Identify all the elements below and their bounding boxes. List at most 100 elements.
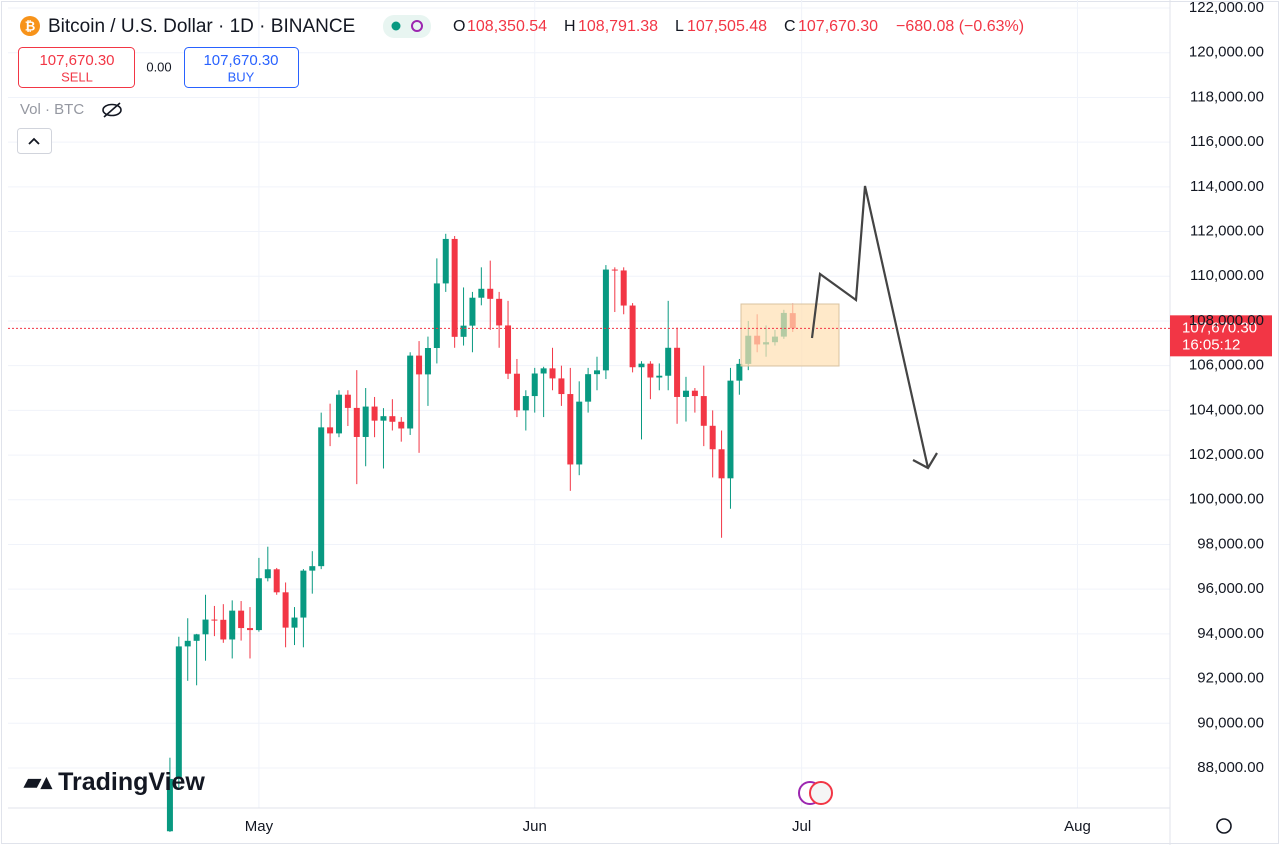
candle-body xyxy=(416,355,423,375)
candle-body xyxy=(389,416,396,422)
ohlc-key: H xyxy=(564,18,576,35)
change: −680.08 (−0.63%) xyxy=(896,18,1024,35)
candle-body xyxy=(718,449,725,479)
settings-icon[interactable] xyxy=(1216,818,1232,834)
candle-body xyxy=(513,373,520,411)
y-tick-label: 116,000.00 xyxy=(1190,133,1264,150)
candle-body xyxy=(682,390,689,397)
spread: 0.00 xyxy=(146,59,171,74)
candle-body xyxy=(424,348,431,375)
candle-body xyxy=(656,375,663,378)
y-tick-label: 110,000.00 xyxy=(1190,267,1264,284)
candle-body xyxy=(585,374,592,402)
candle-body xyxy=(318,427,325,567)
ohlc-value: 108,791.38 xyxy=(578,18,658,35)
status-icon xyxy=(411,20,423,32)
candle-body xyxy=(211,619,218,621)
candle-body xyxy=(282,592,289,628)
x-tick-label: Jun xyxy=(523,818,547,835)
price-tag xyxy=(1170,315,1272,357)
status-dot xyxy=(391,21,401,31)
y-tick-label: 112,000.00 xyxy=(1190,223,1264,240)
candle-body xyxy=(531,373,538,397)
hide-icon-slash xyxy=(103,102,121,118)
candle-body xyxy=(229,610,236,640)
candle-body xyxy=(665,347,672,376)
arrow-head xyxy=(912,452,938,470)
candle-body xyxy=(264,569,271,579)
candle-body xyxy=(247,628,254,631)
candle-body xyxy=(353,407,360,437)
status-pill xyxy=(383,15,431,38)
candle-body xyxy=(380,416,387,421)
countdown: 16:05:12 xyxy=(1182,336,1240,353)
candle-body xyxy=(478,288,485,298)
ohlc-key: O xyxy=(453,18,465,35)
y-tick-label: 122,000.00 xyxy=(1189,0,1264,16)
candle-body xyxy=(371,406,378,421)
candle-body xyxy=(166,778,173,832)
candle-body xyxy=(344,394,351,408)
y-tick-label: 106,000.00 xyxy=(1189,357,1264,374)
candle-body xyxy=(469,297,476,326)
x-tick-label: May xyxy=(245,818,274,835)
logo: ▰▴ TradingView xyxy=(23,768,205,796)
candle-body xyxy=(576,401,583,465)
y-tick-label: 90,000.00 xyxy=(1197,714,1264,731)
sell-button[interactable] xyxy=(18,47,135,88)
x-tick-label: Jul xyxy=(792,818,811,835)
y-tick-label: 114,000.00 xyxy=(1190,178,1264,195)
candle-body xyxy=(674,347,681,397)
symbol-title: Bitcoin / U.S. Dollar · 1D · BINANCE xyxy=(48,16,355,37)
candle-body xyxy=(620,270,627,306)
y-tick-label: 100,000.00 xyxy=(1189,491,1264,508)
candle-body xyxy=(549,368,556,379)
candle-body xyxy=(487,288,494,299)
candle-body xyxy=(647,363,654,378)
candle-body xyxy=(433,283,440,349)
candle-body xyxy=(505,325,512,374)
candle-body xyxy=(327,427,334,434)
candle-body xyxy=(567,394,574,465)
logo-text: TradingView xyxy=(58,768,205,796)
candle-body xyxy=(238,610,245,629)
y-tick-label: 102,000.00 xyxy=(1189,446,1264,463)
sell-label: SELL xyxy=(61,69,93,84)
buy-button[interactable] xyxy=(184,47,299,88)
collapse-icon xyxy=(28,137,40,145)
y-tick-label: 118,000.00 xyxy=(1190,88,1264,105)
coin-icon xyxy=(20,16,40,36)
ohlc-key: C xyxy=(784,18,796,35)
candle-body xyxy=(736,363,743,381)
volume-label: Vol · BTC xyxy=(20,101,84,118)
highlight-box xyxy=(740,303,840,367)
candle-body xyxy=(273,569,280,593)
candle-body xyxy=(540,368,547,374)
candle-body xyxy=(193,634,200,641)
buy-label: BUY xyxy=(228,69,255,84)
candle-body xyxy=(594,370,601,375)
y-tick-label: 88,000.00 xyxy=(1197,759,1264,776)
candle-body xyxy=(691,390,698,397)
ohlc-value: 107,670.30 xyxy=(798,18,878,35)
candle-body xyxy=(398,421,405,429)
y-tick-label: 94,000.00 xyxy=(1197,625,1264,642)
candle-body xyxy=(727,380,734,479)
candle-body xyxy=(522,396,529,411)
candle-body xyxy=(709,425,716,450)
event-icon[interactable] xyxy=(809,781,833,805)
candle-body xyxy=(309,566,316,571)
coin-symbol: ₿ xyxy=(25,18,36,33)
candle-body xyxy=(300,570,307,618)
candle-body xyxy=(220,619,227,640)
candle-body xyxy=(558,378,565,395)
candle-body xyxy=(460,325,467,337)
hide-icon[interactable] xyxy=(102,103,122,117)
candle-body xyxy=(451,238,458,337)
collapse-button[interactable] xyxy=(17,128,52,154)
ohlc-key: L xyxy=(675,18,684,35)
